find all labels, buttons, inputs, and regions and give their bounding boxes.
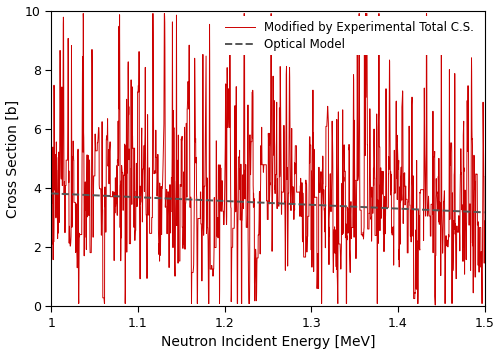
Line: Optical Model: Optical Model <box>52 193 484 212</box>
Legend: Modified by Experimental Total C.S., Optical Model: Modified by Experimental Total C.S., Opt… <box>220 16 478 55</box>
Optical Model <box>48 191 54 196</box>
Optical Model <box>482 210 488 214</box>
Optical Model <box>214 198 220 203</box>
Modified by Experimental Total C.S. <box>48 234 54 238</box>
Optical Model <box>98 193 104 198</box>
Modified by Experimental Total C.S. <box>98 193 104 197</box>
Modified by Experimental Total C.S. <box>426 214 432 218</box>
Modified by Experimental Total C.S. <box>482 219 488 223</box>
Optical Model <box>473 210 479 214</box>
Modified by Experimental Total C.S. <box>80 11 86 16</box>
Modified by Experimental Total C.S. <box>234 166 239 170</box>
X-axis label: Neutron Incident Energy [MeV]: Neutron Incident Energy [MeV] <box>160 335 375 349</box>
Optical Model <box>426 208 432 212</box>
Optical Model <box>124 195 130 199</box>
Modified by Experimental Total C.S. <box>432 303 438 307</box>
Modified by Experimental Total C.S. <box>124 97 130 102</box>
Modified by Experimental Total C.S. <box>214 215 220 220</box>
Line: Modified by Experimental Total C.S.: Modified by Experimental Total C.S. <box>52 13 484 305</box>
Y-axis label: Cross Section [b]: Cross Section [b] <box>6 99 20 218</box>
Optical Model <box>234 200 239 204</box>
Modified by Experimental Total C.S. <box>474 172 480 176</box>
